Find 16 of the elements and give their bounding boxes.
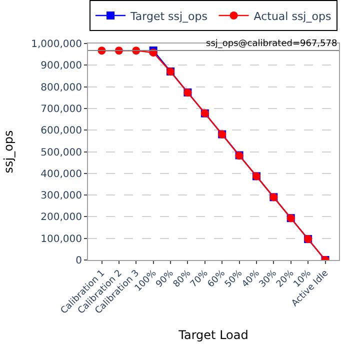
y-tick-label: 100,000 bbox=[40, 234, 82, 245]
y-tick-label: 300,000 bbox=[40, 190, 82, 202]
y-tick-label: 900,000 bbox=[40, 60, 82, 72]
y-tick-label: 0 bbox=[76, 256, 82, 266]
y-tick-label: 700,000 bbox=[40, 104, 82, 115]
y-tick-label: 1,000,000 bbox=[31, 39, 82, 50]
legend-label: Target ssj_ops bbox=[130, 10, 208, 23]
ref-line-label: ssj_ops@calibrated=967,578 bbox=[206, 39, 338, 49]
y-tick-label: 200,000 bbox=[40, 212, 82, 224]
x-axis-title: Target Load bbox=[178, 328, 248, 342]
legend-label: Actual ssj_ops bbox=[254, 10, 332, 23]
y-tick-label: 600,000 bbox=[40, 126, 82, 137]
y-axis-title: ssj_ops bbox=[1, 130, 16, 174]
y-tick-label: 400,000 bbox=[40, 168, 82, 180]
y-tick-label: 800,000 bbox=[40, 82, 82, 94]
y-tick-label: 500,000 bbox=[40, 147, 82, 158]
